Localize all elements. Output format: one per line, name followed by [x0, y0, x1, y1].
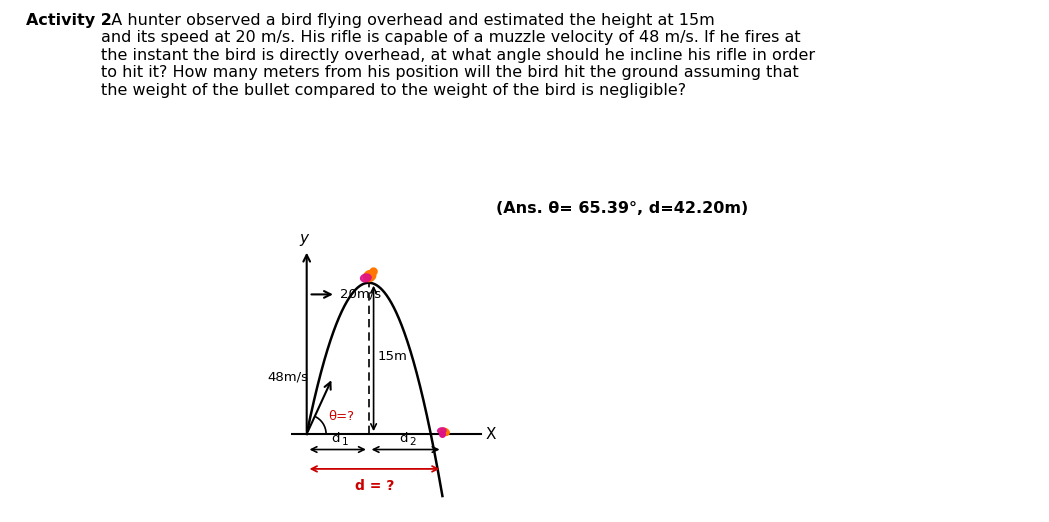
Text: 15m: 15m [378, 350, 407, 363]
Text: 2: 2 [409, 436, 416, 447]
Text: . A hunter observed a bird flying overhead and estimated the height at 15m
and i: . A hunter observed a bird flying overhe… [101, 13, 815, 98]
Ellipse shape [361, 274, 371, 282]
Text: 48m/s: 48m/s [267, 371, 308, 384]
Ellipse shape [364, 270, 376, 281]
Text: d: d [400, 432, 408, 445]
Text: d: d [331, 432, 340, 445]
Text: 20m/s: 20m/s [340, 288, 381, 301]
Text: 1: 1 [342, 436, 348, 447]
Circle shape [370, 268, 377, 275]
Text: θ=?: θ=? [328, 410, 354, 423]
Text: (Ans. θ= 65.39°, d=42.20m): (Ans. θ= 65.39°, d=42.20m) [496, 201, 748, 216]
Text: Activity 2: Activity 2 [26, 13, 112, 28]
Text: y: y [299, 231, 308, 246]
Text: d = ?: d = ? [355, 479, 394, 493]
Ellipse shape [440, 428, 449, 435]
Ellipse shape [437, 428, 446, 433]
Text: X: X [485, 426, 495, 442]
